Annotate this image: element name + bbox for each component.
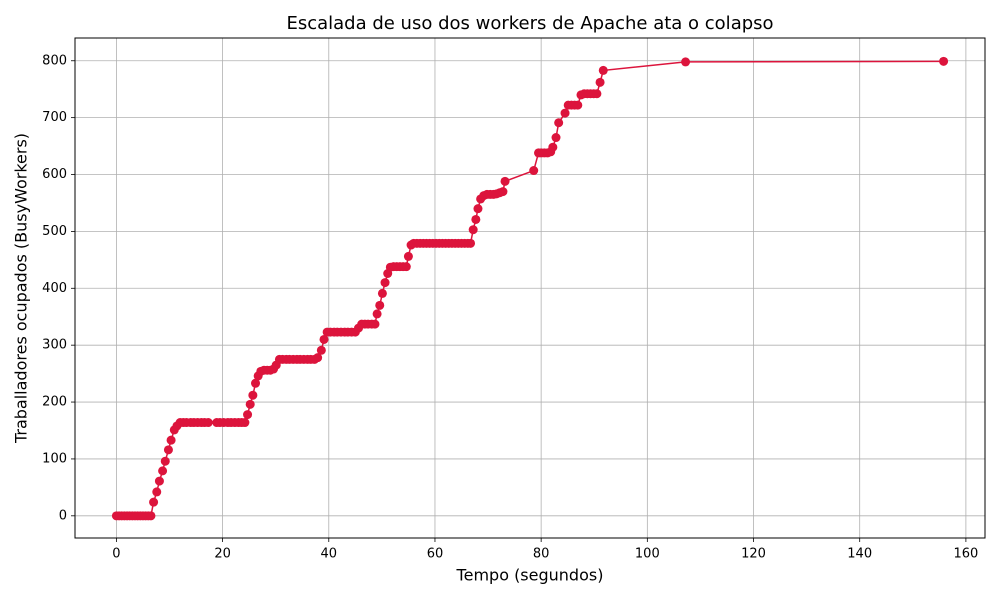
data-point	[377, 288, 387, 298]
x-tick-label: 40	[321, 547, 338, 562]
y-axis-label: Traballadores ocupados (BusyWorkers)	[12, 133, 31, 444]
data-point	[500, 176, 510, 186]
y-tick-label: 300	[42, 338, 67, 353]
data-point	[403, 251, 413, 261]
data-point	[401, 262, 411, 272]
data-point	[551, 133, 561, 143]
data-point	[243, 410, 253, 420]
data-point	[370, 319, 380, 329]
y-tick-label: 200	[42, 395, 67, 410]
data-point	[468, 225, 478, 235]
data-point	[146, 511, 156, 521]
data-point	[498, 187, 508, 197]
x-tick-label: 20	[214, 547, 231, 562]
data-point	[166, 435, 176, 445]
chart-title: Escalada de uso dos workers de Apache at…	[286, 13, 773, 34]
y-tick-label: 800	[42, 53, 67, 68]
data-point	[595, 77, 605, 87]
data-point	[203, 418, 213, 428]
x-tick-label: 160	[953, 547, 978, 562]
x-tick-label: 80	[533, 547, 550, 562]
y-tick-label: 400	[42, 281, 67, 296]
x-tick-label: 60	[427, 547, 444, 562]
y-tick-label: 0	[59, 508, 67, 523]
data-point	[163, 445, 173, 455]
data-point	[319, 334, 329, 344]
plot-frame	[74, 37, 986, 539]
data-point	[160, 456, 170, 466]
data-point	[152, 487, 162, 497]
data-point	[560, 108, 570, 118]
data-point	[240, 418, 250, 428]
data-point	[471, 214, 481, 224]
data-point	[245, 399, 255, 409]
data-point	[372, 309, 382, 319]
y-tick-label: 700	[42, 110, 67, 125]
data-point	[548, 142, 558, 152]
data-point	[313, 353, 323, 363]
data-point	[154, 476, 164, 486]
data-point	[466, 238, 476, 248]
data-point	[598, 65, 608, 75]
x-tick-label: 100	[635, 547, 660, 562]
data-point	[554, 118, 564, 128]
data-point	[473, 204, 483, 214]
data-point	[573, 100, 583, 110]
x-tick-label: 0	[112, 547, 120, 562]
data-point	[316, 345, 326, 355]
x-tick-label: 140	[847, 547, 872, 562]
data-point	[681, 57, 691, 67]
data-point	[939, 56, 949, 66]
data-point	[380, 278, 390, 288]
data-point	[158, 466, 168, 476]
data-point	[149, 497, 159, 507]
data-point	[251, 378, 261, 388]
data-point	[592, 89, 602, 99]
x-axis-label: Tempo (segundos)	[456, 566, 604, 585]
data-point	[529, 166, 539, 176]
data-point	[248, 390, 258, 400]
y-tick-label: 600	[42, 167, 67, 182]
y-tick-label: 100	[42, 451, 67, 466]
data-point	[375, 300, 385, 310]
x-tick-label: 120	[741, 547, 766, 562]
y-tick-label: 500	[42, 224, 67, 239]
